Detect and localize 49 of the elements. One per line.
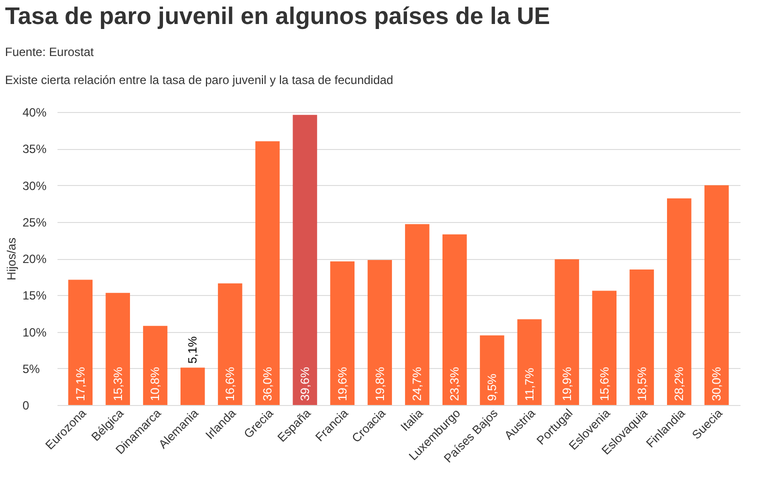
bar <box>517 319 542 405</box>
y-tick-label: 40% <box>22 106 47 120</box>
y-tick-label: 5% <box>22 362 40 376</box>
y-axis-title: Hijos/as <box>4 238 18 280</box>
bar <box>368 260 392 405</box>
bar <box>405 224 430 405</box>
source-note: Fuente: Eurostat <box>5 45 94 59</box>
data-label: 19,8% <box>372 366 387 401</box>
bar <box>480 335 504 405</box>
data-label: 23,3% <box>448 366 462 401</box>
bar <box>292 114 318 405</box>
y-tick-label: 35% <box>22 142 47 156</box>
bar <box>592 290 616 405</box>
chart-subtitle: Existe cierta relación entre la tasa de paro juvenil y la tasa de fecundidad <box>5 73 394 87</box>
bar <box>180 368 205 405</box>
data-label: 19,9% <box>560 366 574 401</box>
data-label: 15,3% <box>110 366 125 401</box>
chart-title: Tasa de paro juvenil en algunos países de la UE <box>5 3 550 30</box>
data-label: 24,7% <box>410 366 424 401</box>
data-label: 17,1% <box>73 366 88 401</box>
data-label: 30,0% <box>710 366 724 401</box>
data-label: 16,6% <box>223 366 238 401</box>
data-label: 19,6% <box>335 366 350 401</box>
y-tick-label: 30% <box>22 178 47 193</box>
bar <box>218 283 242 405</box>
y-tick-label: 15% <box>22 288 47 303</box>
data-label: 11,7% <box>522 368 536 401</box>
bar <box>554 259 580 405</box>
bar <box>704 185 729 405</box>
bar <box>143 326 168 405</box>
data-label: 39,6% <box>298 366 312 401</box>
data-label: 36,0% <box>260 366 275 401</box>
bar <box>106 292 130 405</box>
data-label: 15,6% <box>597 366 612 401</box>
y-tick-label: 10% <box>22 325 47 340</box>
y-tick-label: 25% <box>22 215 47 230</box>
bar <box>255 141 280 405</box>
data-label: 5,1% <box>186 336 200 364</box>
bar <box>630 269 654 405</box>
data-label: 18,5% <box>634 366 649 401</box>
bar <box>68 280 93 405</box>
bar <box>442 234 467 405</box>
data-label: 9,5% <box>485 373 500 401</box>
data-label: 28,2% <box>672 366 686 401</box>
y-tick-label: 0 <box>22 398 30 412</box>
bar <box>330 261 355 405</box>
data-label: 10,8% <box>148 366 162 401</box>
bar <box>667 198 692 405</box>
y-tick-label: 20% <box>22 252 47 266</box>
